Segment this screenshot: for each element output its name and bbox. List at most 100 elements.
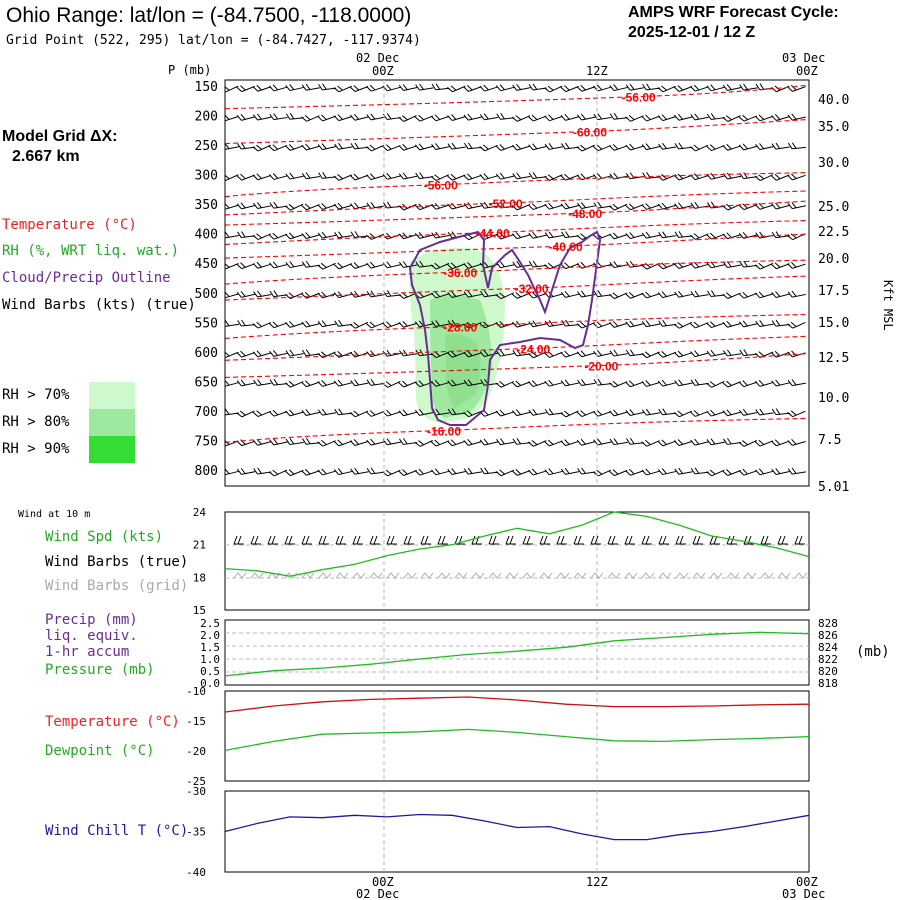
wind-barb: [415, 260, 434, 268]
wind-barb: [268, 469, 288, 477]
wind-barb: [447, 379, 466, 387]
wind-barb: [722, 84, 742, 91]
pressure-tick: 400: [195, 228, 218, 243]
wind-barb: [333, 174, 353, 181]
legend-rh80: RH > 80%: [2, 414, 70, 430]
wind-barb: [463, 410, 482, 418]
rh90-swatch: [89, 436, 135, 463]
wind-barb: [285, 320, 304, 328]
wind-barb: [285, 172, 304, 180]
wind-barb: [269, 378, 288, 386]
wind-barb: [690, 467, 709, 475]
wind-barb: [252, 410, 272, 418]
wind-barb: [642, 172, 661, 179]
wind-barb: [722, 292, 741, 299]
wind-barb: [592, 321, 612, 329]
label-wind-barbs-true: Wind Barbs (true): [45, 554, 189, 570]
wind-barb: [592, 232, 612, 240]
wind-barb: [673, 85, 693, 92]
surface-barb-grid: [386, 572, 400, 579]
wind-barb: [722, 469, 741, 476]
height-tick: 15.0: [818, 316, 849, 331]
isotherm-label: -48.00: [568, 207, 602, 221]
surface-barb-grid: [522, 572, 536, 579]
main-frame: [224, 79, 810, 487]
wind-barb: [609, 320, 628, 328]
wind-barb: [301, 143, 320, 151]
wind-barb: [447, 350, 466, 358]
wind-barb: [285, 349, 304, 357]
isotherm-labels: -56.00 -60.00 -56.00 -52.00 -48.00 -44.00 -40.…: [424, 91, 656, 439]
wind-barb: [641, 291, 661, 299]
wind-barb: [301, 291, 320, 299]
wind-barb: [689, 233, 709, 240]
wind-barb: [577, 467, 596, 475]
y-tick: 0.0: [200, 677, 220, 690]
wind-barb: [301, 320, 320, 328]
wind-barb: [641, 468, 661, 476]
wind-barb: [431, 320, 450, 328]
wind-barb: [787, 290, 806, 298]
wind-barb: [285, 84, 304, 92]
isotherm-label: -32.00: [515, 282, 549, 296]
height-tick: 12.5: [818, 351, 849, 366]
wind-barb: [576, 144, 595, 152]
wind-barb: [365, 233, 385, 240]
wind-barb: [738, 143, 758, 151]
pressure-tick: 650: [195, 375, 218, 390]
wind-barb: [301, 409, 320, 416]
wind-barb: [561, 319, 580, 327]
surface-barb-true: [590, 535, 601, 545]
cloud-outline: [408, 230, 602, 426]
wind-barb: [236, 350, 255, 358]
wind-barb: [625, 203, 644, 211]
wind-barb: [527, 440, 547, 447]
pressure-y-tick: 826: [818, 629, 838, 642]
wind-barb: [560, 290, 580, 298]
wind-barb: [301, 203, 320, 211]
height-tick: 35.0: [818, 120, 849, 135]
wind-barb: [609, 349, 628, 357]
wind-barb: [625, 172, 644, 180]
wind-panel-title: Wind at 10 m: [18, 509, 91, 520]
wind-barb: [788, 142, 807, 150]
wind-barb: [496, 349, 515, 357]
surface-barb-grid: [318, 572, 332, 579]
wind-barb: [382, 261, 401, 269]
surface-barb-true: [437, 535, 448, 545]
wind-barb: [301, 380, 320, 388]
surface-barb-true: [386, 535, 397, 545]
wind-barb: [285, 112, 304, 120]
wind-barb: [301, 260, 321, 268]
height-tick: 20.0: [818, 252, 849, 267]
wind-barb: [722, 349, 742, 357]
wind-barb: [544, 320, 563, 327]
wind-barb: [528, 408, 547, 416]
wind-barb: [738, 291, 758, 299]
wind-barb: [512, 409, 531, 417]
wind-barb: [366, 113, 385, 121]
wind-barb: [317, 262, 336, 270]
surface-barb-grid: [726, 572, 740, 579]
wind-barb: [657, 351, 677, 358]
wind-barb: [414, 143, 434, 151]
wind-barb: [771, 291, 790, 298]
surface-barb-true: [403, 535, 414, 545]
wind-barb: [528, 83, 547, 91]
wind-barb: [625, 114, 644, 122]
wind-barb: [301, 232, 320, 239]
wind-barb: [366, 290, 385, 298]
wind-barb: [463, 262, 482, 269]
isotherm-line: [225, 335, 809, 361]
isotherm-label: -20.00: [584, 359, 618, 373]
wind-barb: [642, 83, 661, 91]
y-tick: -40: [186, 866, 206, 879]
isotherm-label: -60.00: [573, 125, 607, 139]
wind-barb: [625, 83, 644, 91]
wind-barb: [754, 174, 774, 182]
wind-barb: [641, 143, 661, 151]
wind-barb: [641, 203, 660, 210]
wind-barb: [576, 410, 596, 418]
wind-barb: [349, 321, 369, 329]
wind-barb: [771, 231, 790, 239]
